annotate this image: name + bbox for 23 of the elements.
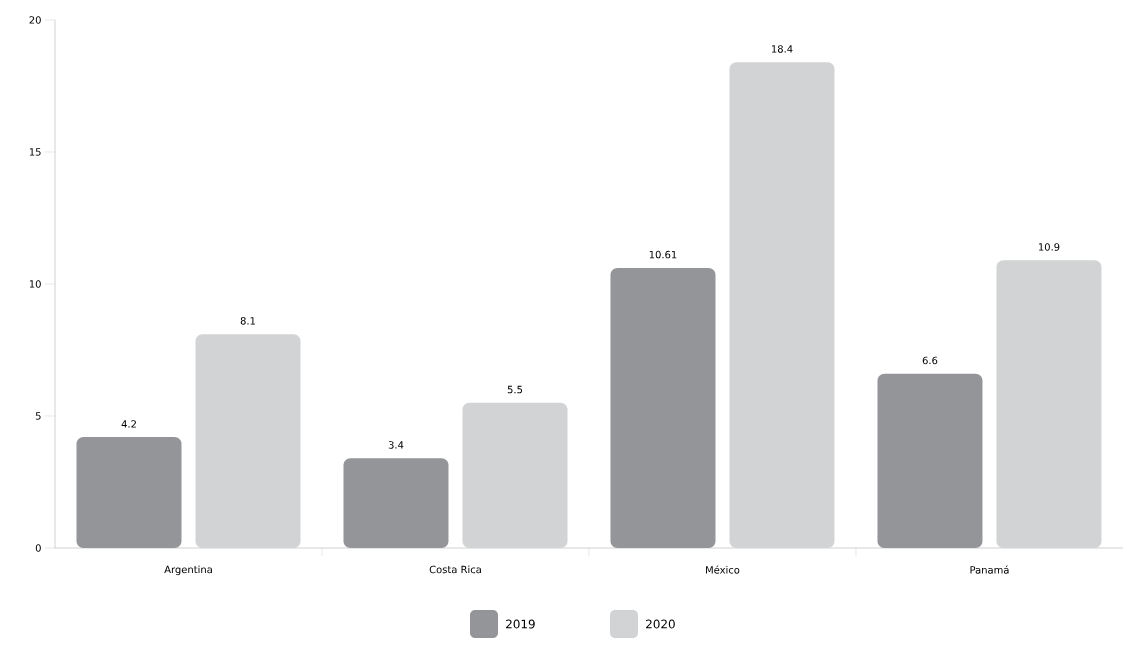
bar — [462, 402, 568, 548]
y-tick-label: 10 — [29, 280, 41, 288]
data-label: 6.6 — [922, 356, 938, 365]
y-tick-label: 15 — [29, 148, 41, 156]
x-tick-label: Panamá — [970, 565, 1009, 574]
data-label: 18.4 — [771, 45, 793, 53]
legend-label: 2020 — [646, 619, 675, 629]
legend-label: 2019 — [506, 619, 535, 629]
bar — [729, 62, 835, 548]
bar — [996, 260, 1102, 548]
x-tick-label: Argentina — [164, 565, 212, 576]
data-label: 3.4 — [388, 441, 404, 449]
data-label: 10.9 — [1038, 243, 1060, 251]
y-tick-label: 0 — [35, 544, 41, 552]
y-tick-label: 5 — [35, 412, 41, 420]
data-label: 8.1 — [240, 317, 255, 325]
data-label: 4.2 — [121, 420, 136, 428]
data-label: 5.5 — [507, 385, 523, 394]
bar — [195, 334, 301, 548]
y-tick-label: 20 — [29, 16, 41, 24]
x-tick-label: Costa Rica — [429, 565, 481, 574]
data-label: 10.61 — [649, 250, 677, 259]
x-tick-label: México — [706, 565, 740, 574]
